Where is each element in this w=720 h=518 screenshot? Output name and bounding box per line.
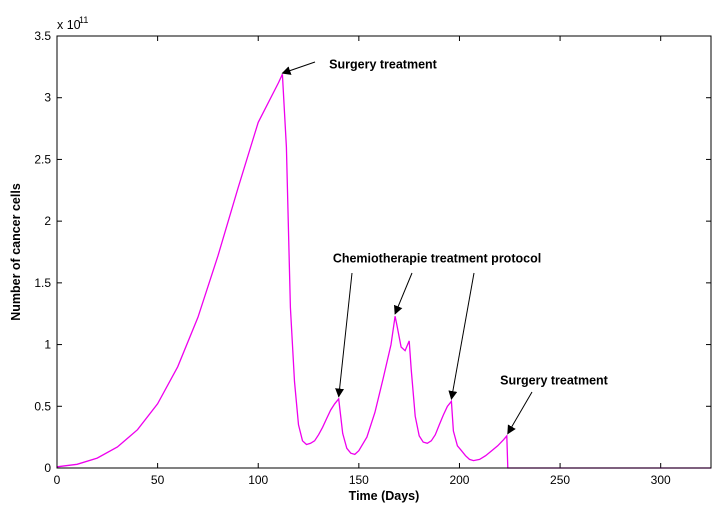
annotation-box [487, 368, 621, 392]
y-tick-label: 3 [44, 91, 51, 105]
annotation: Chemiotherapie treatment protocol [312, 245, 562, 401]
annotation-arrow [448, 272, 475, 401]
annotations-layer: Surgery treatment Chemiotherapie treatmen… [281, 52, 621, 435]
x-tick-label: 150 [349, 473, 369, 487]
annotation-label: Chemiotherapie treatment protocol [333, 252, 541, 266]
y-tick-label: 3.5 [34, 29, 51, 43]
y-tick-label: 1.5 [34, 276, 51, 290]
x-tick-label: 300 [651, 473, 671, 487]
annotation-arrow [281, 61, 316, 75]
y-multiplier: x 10 [57, 18, 81, 32]
ticks-layer: 0 50 100 150 200 250 300 0 0.5 1 1.5 2 2.5 3 3.5 [34, 29, 711, 487]
y-tick-label: 1 [44, 338, 51, 352]
annotation-label: Surgery treatment [500, 374, 609, 388]
annotation-box [312, 245, 562, 271]
annotation-arrow [394, 272, 413, 315]
y-tick-label: 2.5 [34, 152, 51, 166]
x-tick-label: 200 [449, 473, 469, 487]
x-tick-label: 250 [550, 473, 570, 487]
x-tick-label: 0 [54, 473, 61, 487]
annotation: Surgery treatment [281, 52, 449, 76]
y-tick-label: 0 [44, 461, 51, 475]
series-line [56, 74, 711, 469]
x-axis-label: Time (Days) [349, 489, 420, 503]
y-tick-label: 2 [44, 214, 51, 228]
annotation-arrow [507, 391, 533, 435]
y-axis-label: Number of cancer cells [9, 183, 23, 321]
annotation-arrow [335, 272, 353, 398]
annotation: Surgery treatment [487, 368, 621, 435]
x-tick-label: 50 [151, 473, 165, 487]
plot-frame [56, 35, 712, 469]
y-tick-label: 0.5 [34, 399, 51, 413]
annotation-box [317, 52, 449, 76]
y-multiplier-exponent: 11 [79, 15, 88, 25]
annotation-label: Surgery treatment [329, 58, 438, 72]
x-tick-label: 100 [248, 473, 268, 487]
